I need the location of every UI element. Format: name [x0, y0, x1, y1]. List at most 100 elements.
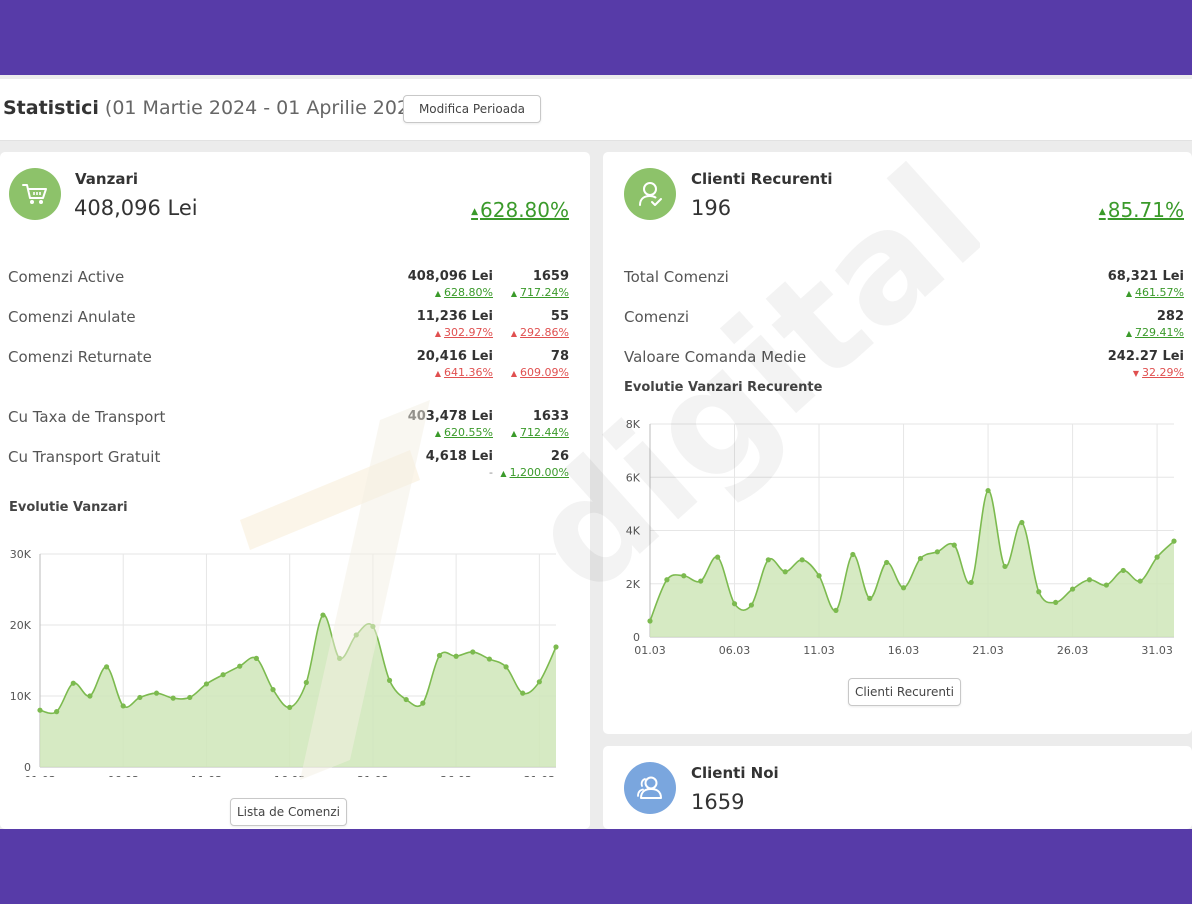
new-clients-title: Clienti Noi [691, 764, 779, 782]
data-point [37, 707, 43, 713]
returning-clients-button[interactable]: Clienti Recurenti [848, 678, 961, 706]
sales-row-amount-change: - [489, 466, 493, 479]
returning-clients-change[interactable]: ▲ 85.71% [1099, 198, 1184, 222]
sales-row-amount-change-value: 628.80% [444, 286, 493, 299]
sales-row-count-change-value: 717.24% [520, 286, 569, 299]
returning-row-change: ▼ 32.29% [1133, 366, 1184, 379]
data-point [1069, 586, 1076, 592]
sales-row-amount-change-value: 641.36% [444, 366, 493, 379]
returning-row-amount: 282 [1156, 309, 1184, 324]
sales-row-count: 1633 [532, 409, 569, 424]
data-point [664, 577, 670, 583]
data-point [867, 595, 873, 601]
data-point [54, 709, 60, 715]
y-tick-label: 0 [24, 761, 31, 774]
data-point [337, 655, 343, 661]
sales-row-amount: 11,236 Lei [416, 309, 493, 324]
data-point [765, 557, 771, 563]
cart-icon [9, 168, 61, 220]
sales-chart: 0 10K 20K 30K 01.03 06.03 11.03 16.03 21.03 26.03… [10, 548, 559, 777]
sales-change[interactable]: ▲ 628.80% [471, 198, 569, 222]
arrow-up-icon: ▲ [510, 289, 518, 298]
data-point [884, 559, 890, 566]
sales-row-amount-change-value: 620.55% [444, 426, 493, 439]
modify-period-button[interactable]: Modifica Perioada [403, 95, 541, 123]
sales-row-amount-change-value: 302.97% [444, 326, 493, 339]
data-point [681, 573, 687, 579]
y-tick-label: 6K [626, 471, 641, 484]
y-tick-label: 4K [626, 525, 641, 538]
returning-row-change: ▲ 461.57% [1126, 286, 1184, 299]
users-icon [624, 762, 676, 814]
data-point [715, 554, 721, 560]
data-point [270, 687, 276, 693]
data-point [1019, 519, 1025, 526]
data-point [220, 672, 226, 678]
x-tick-label: 26.03 [1057, 644, 1089, 657]
data-point [1171, 538, 1177, 544]
data-point [187, 694, 193, 701]
x-tick-label: 06.03 [719, 644, 751, 657]
sales-row-count-change: ▲ 609.09% [511, 366, 569, 379]
sales-row-count-change: ▲ 712.44% [511, 426, 569, 439]
sales-row-count: 55 [550, 309, 569, 324]
y-tick-label: 2K [626, 578, 641, 591]
data-point [520, 690, 526, 696]
arrow-up-icon: ▲ [434, 369, 442, 378]
data-point [320, 612, 326, 618]
sales-row-amount-change: ▲ 641.36% [435, 366, 493, 379]
data-point [453, 653, 459, 659]
data-point [917, 555, 924, 562]
x-tick-label: 01.03 [24, 774, 56, 777]
returning-clients-title: Clienti Recurenti [691, 170, 833, 188]
data-point [486, 656, 493, 662]
data-point [799, 557, 805, 563]
arrow-up-icon: ▲ [1125, 289, 1133, 298]
data-point [1053, 599, 1059, 605]
data-point [850, 551, 856, 558]
data-point [985, 487, 991, 494]
sales-row-count: 1659 [532, 269, 569, 284]
data-point [1154, 554, 1160, 560]
arrow-up-icon: ▲ [434, 429, 442, 438]
y-tick-label: 0 [633, 631, 640, 644]
sales-row-count-change: ▲ 717.24% [511, 286, 569, 299]
data-point [203, 681, 210, 687]
x-tick-label: 01.03 [634, 644, 666, 657]
data-point [748, 602, 755, 608]
arrow-up-icon: ▲ [471, 206, 479, 217]
data-point [470, 649, 476, 655]
returning-chart: 0 2K 4K 6K 8K 01.03 06.03 11.03 16.03 21.03 26.03 3… [626, 418, 1177, 657]
sales-row-count: 26 [550, 449, 569, 464]
sales-row-label: Comenzi Active [8, 268, 125, 286]
data-point [303, 679, 309, 686]
sales-row-count-change: ▲ 292.86% [511, 326, 569, 339]
data-point [816, 573, 822, 579]
sales-value: 408,096 Lei [74, 196, 198, 220]
orders-list-button[interactable]: Lista de Comenzi [230, 798, 347, 826]
arrow-up-icon: ▲ [1125, 329, 1133, 338]
y-tick-label: 30K [10, 548, 32, 561]
data-point [87, 693, 93, 699]
data-point [934, 549, 940, 555]
page-title: Statistici (01 Martie 2024 - 01 Aprilie … [3, 97, 429, 119]
data-point [120, 703, 126, 709]
sales-row-count-change-value: 609.09% [520, 366, 569, 379]
data-point [287, 704, 293, 710]
data-point [436, 652, 443, 659]
returning-row-label: Total Comenzi [624, 268, 729, 286]
arrow-up-icon: ▲ [510, 329, 518, 338]
returning-row-amount: 242.27 Lei [1107, 349, 1184, 364]
series-area [650, 490, 1174, 637]
data-point [253, 655, 259, 661]
arrow-up-icon: ▲ [510, 369, 518, 378]
sales-row-label: Cu Transport Gratuit [8, 448, 161, 466]
data-point [386, 677, 393, 683]
data-point [1103, 582, 1109, 588]
sales-title: Vanzari [75, 170, 138, 188]
series-line [649, 489, 1175, 622]
bottom-band [0, 829, 1192, 904]
data-point [420, 700, 426, 706]
x-tick-label: 16.03 [888, 644, 920, 657]
sales-row-label: Comenzi Anulate [8, 308, 136, 326]
